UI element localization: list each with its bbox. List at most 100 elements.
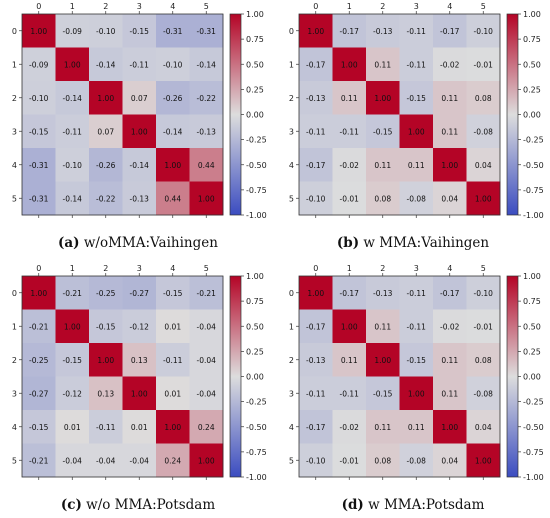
x-tick-label: 3: [414, 264, 419, 273]
x-tick-label: 1: [70, 2, 75, 11]
heatmap-cell: [189, 443, 224, 478]
colorbar-tick-label: -0.25: [523, 136, 544, 145]
heatmap-cell: [399, 376, 434, 411]
colorbar-tick-label: -0.50: [523, 423, 544, 432]
cell-value-label: -0.11: [340, 389, 360, 398]
cell-value-label: -0.09: [63, 27, 83, 36]
x-tick-label: 4: [447, 2, 452, 11]
y-tick-label: 5: [12, 456, 17, 465]
y-tick-label: 2: [289, 356, 294, 365]
cell-value-label: -0.01: [340, 194, 360, 203]
heatmap-cell: [366, 14, 400, 48]
cell-value-label: -0.02: [440, 322, 460, 331]
cell-value-label: 1.00: [164, 161, 181, 170]
colorbar-tick-label: 0.50: [246, 322, 264, 331]
cell-value-label: -0.14: [197, 60, 217, 69]
cell-value-label: -0.10: [474, 289, 494, 298]
cell-value-label: 1.00: [441, 423, 458, 432]
heatmap-cell: [55, 148, 90, 182]
heatmap-cell: [89, 181, 123, 216]
heatmap-cell: [299, 47, 333, 82]
heatmap-cell: [366, 47, 400, 82]
cell-value-label: -0.11: [306, 389, 326, 398]
cell-value-label: -0.27: [29, 389, 49, 398]
cell-value-label: 0.04: [441, 456, 458, 465]
cell-value-label: -0.27: [130, 289, 150, 298]
cell-value-label: 0.24: [198, 423, 215, 432]
x-tick-label: 0: [36, 2, 41, 11]
cell-value-label: -0.31: [163, 27, 183, 36]
y-tick-label: 0: [289, 289, 294, 298]
heatmap-cell: [399, 181, 434, 216]
y-tick-label: 4: [289, 423, 294, 432]
colorbar-tick-label: -1.00: [246, 473, 267, 482]
heatmap-cell: [189, 47, 224, 82]
heatmap-cell: [299, 276, 333, 310]
heatmap-cell: [466, 309, 501, 344]
cell-value-label: -0.11: [130, 60, 150, 69]
plot-frame: [298, 13, 501, 216]
caption-label: (a): [58, 235, 80, 251]
x-tick-label: 1: [347, 264, 352, 273]
caption-label: (b): [336, 235, 360, 251]
heatmap-cell: [22, 81, 56, 115]
heatmap-cell: [332, 81, 367, 115]
cell-value-label: -0.04: [130, 456, 150, 465]
heatmap-cell: [156, 410, 190, 444]
x-tick-label: 2: [380, 264, 385, 273]
heatmap-cell: [433, 47, 467, 82]
cell-value-label: 0.07: [131, 94, 148, 103]
colorbar-tick-label: 0.75: [246, 35, 264, 44]
cell-value-label: -0.01: [474, 60, 494, 69]
heatmap-cell: [332, 410, 367, 444]
y-tick-label: 4: [289, 161, 294, 170]
heatmap-cell: [122, 47, 157, 82]
x-tick-label: 5: [204, 264, 209, 273]
cell-value-label: 0.13: [97, 389, 114, 398]
caption-text: w/oMMA:Vaihingen: [83, 235, 218, 251]
cell-value-label: -0.13: [197, 127, 217, 136]
heatmap-grid: 1.00 -0.21 -0.25 -0.27 -0.15 -0.21 -0.21 1.00 -0…: [22, 276, 224, 478]
heatmap-cell: [332, 343, 367, 377]
heatmap-cell: [156, 47, 190, 82]
heatmap-cell: [89, 276, 123, 310]
cell-value-label: 1.00: [374, 356, 391, 365]
cell-value-label: -0.17: [306, 423, 326, 432]
heatmap-cell: [399, 410, 434, 444]
cell-value-label: -0.12: [63, 389, 83, 398]
heatmap-cell: [122, 14, 157, 48]
colorbar-tick-label: 1.00: [246, 10, 264, 19]
x-tick-label: 0: [313, 264, 318, 273]
y-tick-label: 3: [289, 389, 294, 398]
cell-value-label: -0.31: [29, 161, 49, 170]
heatmap-grid: 1.00 -0.17 -0.13 -0.11 -0.17 -0.10 -0.17 1.00 0.…: [299, 276, 501, 478]
cell-value-label: -0.22: [197, 94, 217, 103]
caption-c: (c) w/o MMA:Potsdam: [61, 497, 215, 513]
y-tick-label: 4: [12, 161, 17, 170]
heatmap-cell: [466, 47, 501, 82]
cell-value-label: 1.00: [408, 389, 425, 398]
cell-value-label: -0.01: [474, 322, 494, 331]
cell-value-label: -0.17: [340, 27, 360, 36]
heatmap-cell: [433, 14, 467, 48]
y-tick-label: 2: [289, 94, 294, 103]
heatmap-cell: [122, 181, 157, 216]
cell-value-label: -0.21: [197, 289, 217, 298]
heatmap-cell: [156, 114, 190, 149]
heatmap-grid: 1.00 -0.17 -0.13 -0.11 -0.17 -0.10 -0.17 1.00 0.…: [299, 14, 501, 216]
colorbar-tick-label: 0.00: [523, 373, 541, 382]
cell-value-label: 1.00: [64, 60, 81, 69]
cell-value-label: 1.00: [131, 389, 148, 398]
x-tick-label: 1: [70, 264, 75, 273]
cell-value-label: 1.00: [198, 194, 215, 203]
cell-value-label: 0.11: [441, 127, 458, 136]
cell-value-label: -0.26: [96, 161, 116, 170]
heatmap-cell: [55, 343, 90, 377]
cell-value-label: -0.17: [340, 289, 360, 298]
cell-value-label: -0.17: [306, 322, 326, 331]
heatmap-cell: [156, 443, 190, 478]
heatmap-cell: [22, 47, 56, 82]
heatmap-cell: [156, 376, 190, 411]
heatmap-cell: [299, 114, 333, 149]
cell-value-label: -0.11: [407, 322, 427, 331]
